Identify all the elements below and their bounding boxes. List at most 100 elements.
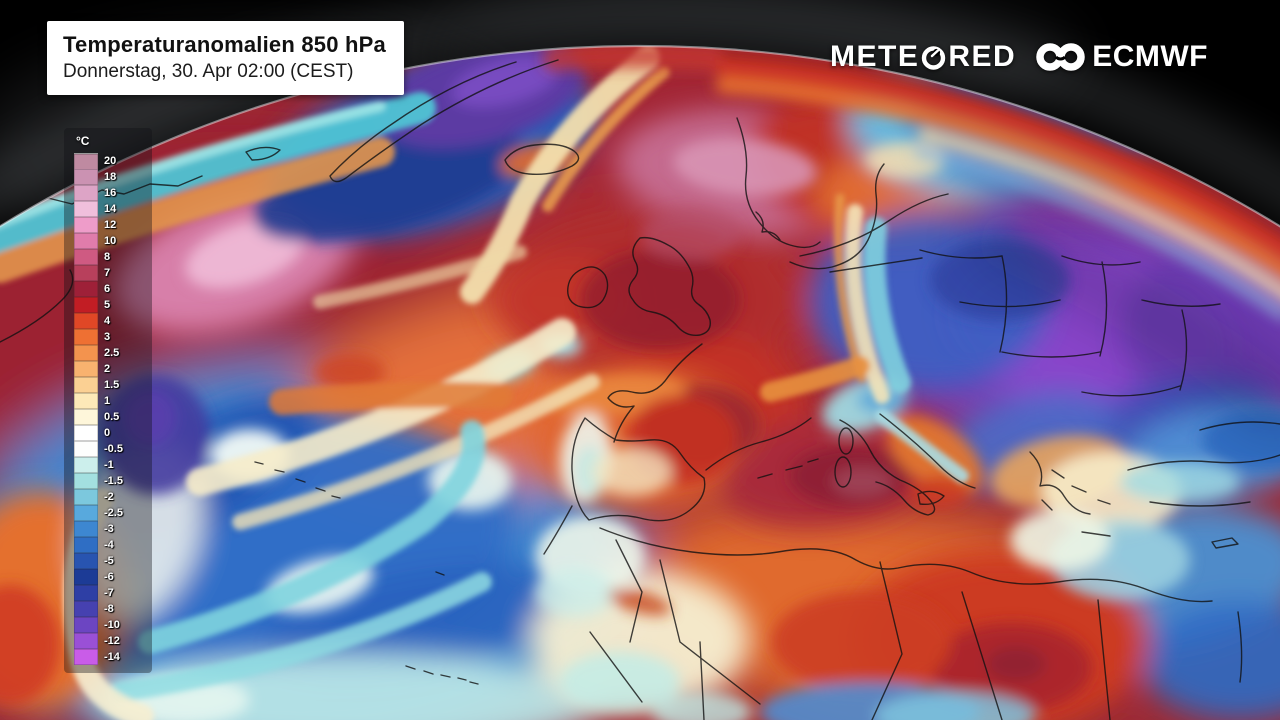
coastlines [0,59,1280,720]
legend-row: -3 [74,521,152,537]
legend-scale: 20 18 16 14 12 10 8 7 6 5 4 3 2.5 2 1.5 1 0.5 0 -0.5 -1 -1.5… [74,152,152,665]
legend-label: 0.5 [104,411,120,423]
legend-row: 2.5 [74,345,152,361]
legend-label: -14 [104,651,120,663]
title-box: Temperaturanomalien 850 hPa Donnerstag, … [47,21,404,96]
legend-swatch [74,409,98,425]
legend-row: -1 [74,457,152,473]
legend-label: -10 [104,619,120,631]
legend-panel: °C 20 18 16 14 12 10 8 7 6 5 4 3 2.5 2 1.5 1 0.5 0 -0.5 -1 -… [64,128,152,673]
legend-label: -1 [104,459,114,471]
legend-swatch [74,601,98,617]
legend-label: 3 [104,331,111,343]
legend-row: 8 [74,249,152,265]
legend-row: -2 [74,489,152,505]
map-datetime: Donnerstag, 30. Apr 02:00 (CEST) [63,60,354,82]
legend-label: -8 [104,603,114,615]
legend-label: 12 [104,219,117,231]
map-title: Temperaturanomalien 850 hPa [63,32,386,57]
legend-swatch [74,265,98,281]
legend-label: 5 [104,299,111,311]
legend-row: -8 [74,601,152,617]
legend-swatch [74,201,98,217]
legend-unit: °C [76,134,90,148]
legend-row: -12 [74,633,152,649]
legend-row: 2 [74,361,152,377]
legend-swatch [74,233,98,249]
legend-swatch [74,425,98,441]
legend-label: -5 [104,555,114,567]
legend-label: 8 [104,251,111,263]
legend-label: 1 [104,395,111,407]
legend-swatch [74,457,98,473]
legend-row: 10 [74,233,152,249]
legend-row: 6 [74,281,152,297]
legend-label: 16 [104,187,117,199]
legend-swatch [74,393,98,409]
legend-label: 14 [104,203,117,215]
legend-row: -1.5 [74,473,152,489]
legend-label: 1.5 [104,379,120,391]
legend-swatch [74,537,98,553]
meteored-logo-text-right: RED [948,40,1017,73]
legend-swatch [74,185,98,201]
legend-row: -0.5 [74,441,152,457]
legend-swatch [74,569,98,585]
legend-label: -1.5 [104,475,123,487]
legend-label: -3 [104,523,114,535]
legend-label: 6 [104,283,111,295]
legend-row: -10 [74,617,152,633]
legend-row: -14 [74,649,152,665]
ecmwf-logo: ECMWF [1034,40,1208,74]
legend-label: -2.5 [104,507,123,519]
legend-label: -0.5 [104,443,123,455]
legend-row: 18 [74,169,152,185]
legend-swatch [74,249,98,265]
legend-label: -12 [104,635,120,647]
legend-swatch [74,633,98,649]
legend-swatch [74,217,98,233]
legend-row: 1.5 [74,377,152,393]
legend-label: -2 [104,491,114,503]
legend-swatch [74,361,98,377]
legend-label: 20 [104,155,117,167]
legend-row: 7 [74,265,152,281]
legend-row: 20 [74,152,152,170]
legend-swatch [74,489,98,505]
legend-label: 4 [104,315,111,327]
legend-swatch [74,585,98,601]
legend-row: -4 [74,537,152,553]
legend-row: -6 [74,569,152,585]
legend-row: 1 [74,393,152,409]
legend-label: -6 [104,571,114,583]
legend-row: 0.5 [74,409,152,425]
legend-label: -7 [104,587,114,599]
legend-swatch [74,617,98,633]
branding: METE RED ECMWF [830,40,1208,74]
legend-swatch [74,553,98,569]
legend-swatch [74,473,98,489]
legend-row: -5 [74,553,152,569]
legend-label: 2.5 [104,347,120,359]
legend-swatch [74,169,98,185]
legend-swatch [74,377,98,393]
legend-row: 16 [74,185,152,201]
legend-swatch [74,505,98,521]
ecmwf-logo-text: ECMWF [1092,40,1208,73]
legend-label: 10 [104,235,117,247]
globe-limb [0,45,1280,228]
legend-label: 0 [104,427,111,439]
legend-row: 5 [74,297,152,313]
legend-label: 7 [104,267,111,279]
legend-label: -4 [104,539,114,551]
legend-row: 14 [74,201,152,217]
legend-swatch [74,313,98,329]
legend-row: 12 [74,217,152,233]
limb-band-group [543,46,1280,320]
legend-row: -2.5 [74,505,152,521]
legend-swatch [74,649,98,665]
meteored-o-icon [922,45,946,70]
